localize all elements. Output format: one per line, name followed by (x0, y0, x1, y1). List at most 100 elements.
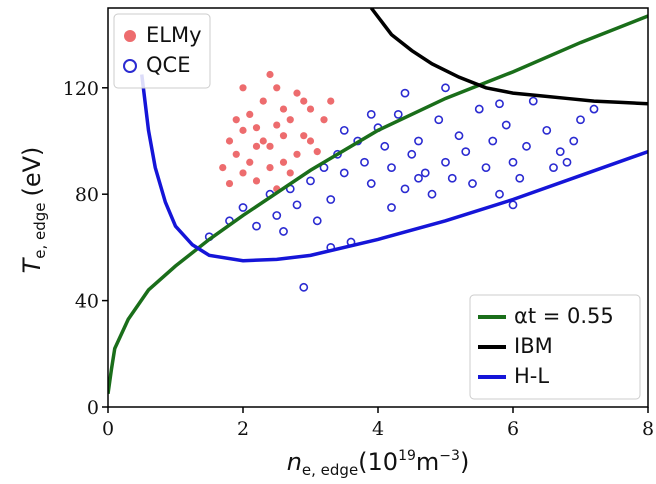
data-point (461, 147, 471, 157)
data-point (286, 169, 294, 177)
data-point (393, 110, 403, 119)
data-point (259, 97, 267, 105)
data-point (266, 70, 274, 79)
x-label-main: n (287, 448, 302, 476)
data-point (238, 203, 248, 212)
data-point (387, 163, 396, 172)
data-point (232, 150, 240, 158)
data-point (219, 164, 227, 172)
data-point (293, 89, 301, 97)
data-point (252, 124, 261, 132)
curve (369, 8, 648, 106)
data-point (246, 110, 254, 118)
data-point (232, 116, 240, 124)
data-point (246, 158, 254, 166)
data-point (522, 141, 531, 151)
x-tick-label: 6 (507, 418, 519, 440)
plot-frame (107, 7, 649, 408)
data-point (239, 169, 247, 177)
data-point (528, 96, 538, 106)
data-point (387, 203, 396, 212)
curve (108, 14, 648, 394)
data-point (366, 179, 376, 188)
data-point (299, 282, 309, 292)
data-point (273, 121, 281, 129)
data-point (495, 99, 504, 109)
data-point (468, 179, 477, 188)
legend-marker (123, 59, 137, 73)
data-point (266, 164, 274, 172)
data-point (441, 157, 450, 167)
data-point (542, 125, 552, 135)
data-point (339, 125, 349, 135)
data-point (508, 200, 518, 210)
data-point (239, 126, 247, 134)
data-point (279, 158, 288, 166)
data-point (576, 115, 585, 125)
data-point (414, 173, 423, 183)
data-point (306, 105, 315, 113)
data-point (279, 227, 288, 236)
data-point (293, 150, 301, 158)
data-point (239, 84, 247, 92)
legend-label: QCE (146, 53, 190, 77)
data-point (272, 211, 282, 220)
x-label-sub: e, edge (302, 461, 358, 479)
y-tick-label: 120 (63, 78, 99, 100)
data-point (300, 97, 308, 105)
data-point (300, 132, 308, 140)
data-point (562, 157, 572, 167)
data-point (427, 189, 437, 199)
data-point (320, 116, 328, 124)
legend-box (113, 13, 211, 89)
legend-label: H-L (514, 364, 549, 388)
data-point (488, 136, 498, 146)
legend-label: αt = 0.55 (514, 304, 614, 328)
y-tick-label: 80 (75, 184, 99, 206)
data-point (279, 132, 288, 140)
data-point (400, 88, 410, 98)
data-point (292, 200, 302, 210)
data-point (313, 148, 321, 156)
data-point (252, 177, 261, 185)
data-point (312, 216, 322, 226)
data-point (327, 97, 335, 105)
x-label-unit: (10 (358, 448, 398, 476)
plot-area (108, 8, 648, 394)
data-point (441, 83, 450, 93)
data-point (508, 157, 518, 167)
data-point (434, 115, 444, 125)
legend-box (469, 294, 641, 400)
data-point (306, 176, 315, 186)
data-point (366, 110, 376, 119)
x-tick-label: 4 (372, 418, 384, 440)
curve (140, 74, 648, 263)
data-point (252, 142, 261, 150)
data-point (400, 184, 410, 194)
x-label-close: ) (460, 448, 469, 476)
x-label-sup2: −3 (439, 448, 460, 464)
data-point (555, 147, 565, 157)
data-point (495, 189, 504, 199)
y-tick-label: 40 (75, 291, 99, 313)
x-tick-label: 8 (642, 418, 654, 440)
y-label-unit: (eV) (18, 147, 46, 197)
data-point (454, 131, 464, 141)
data-point (259, 137, 267, 145)
data-point (225, 179, 234, 188)
data-point (286, 116, 294, 124)
data-point (326, 195, 336, 204)
data-point (279, 105, 288, 113)
data-point (339, 168, 349, 178)
data-point (414, 136, 423, 146)
data-point (360, 157, 369, 167)
data-point (266, 142, 274, 150)
x-tick-label: 2 (237, 418, 249, 440)
data-point (380, 141, 390, 151)
data-point (481, 163, 491, 172)
data-point (501, 120, 511, 130)
data-point (333, 149, 342, 159)
y-label-main: T (18, 256, 46, 273)
y-label-sub: e, edge (31, 202, 49, 258)
